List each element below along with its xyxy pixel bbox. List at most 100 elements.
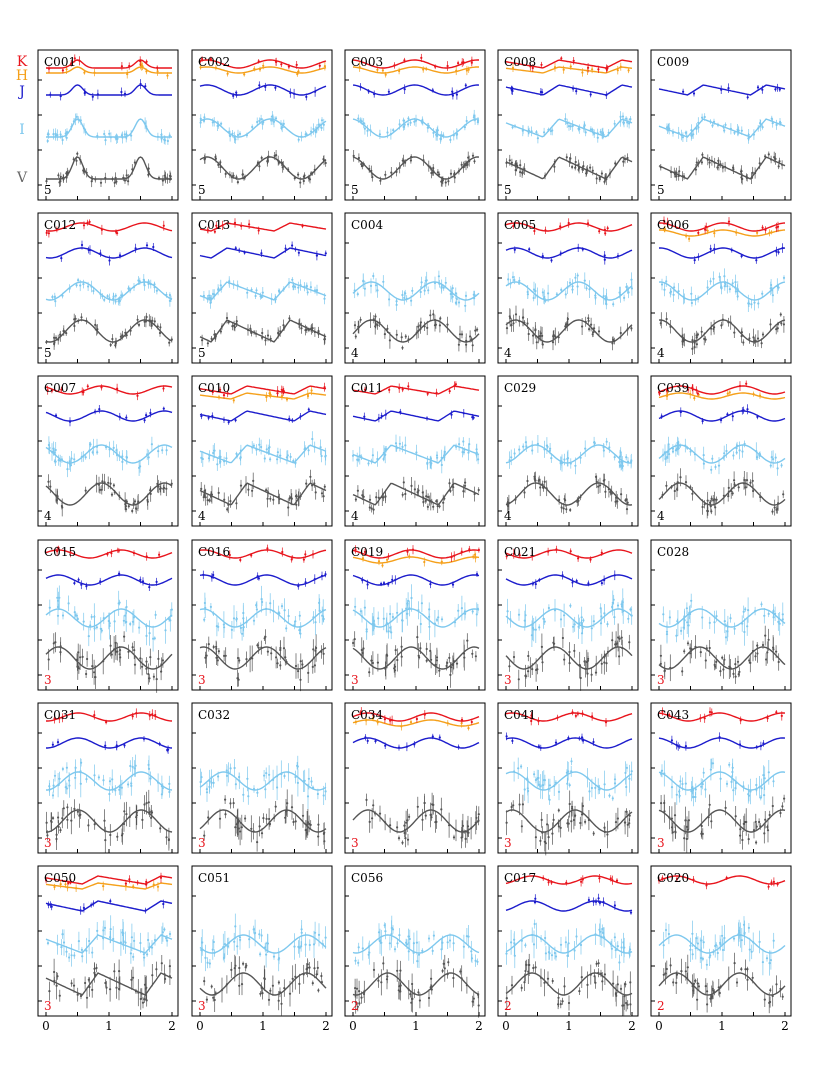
data-point-i xyxy=(665,280,668,283)
data-point-i xyxy=(298,614,301,617)
panel-title: C028 xyxy=(657,545,689,559)
data-point-v xyxy=(104,839,107,842)
data-point-v xyxy=(517,678,520,681)
data-point-i xyxy=(454,292,457,295)
data-point-v xyxy=(374,315,377,318)
data-point-v xyxy=(777,660,780,664)
panel-title: C021 xyxy=(504,545,536,559)
data-point-i xyxy=(458,443,461,446)
data-point-i xyxy=(623,296,626,299)
data-point-v xyxy=(100,488,103,491)
data-point-j xyxy=(234,419,237,422)
data-point-v xyxy=(541,343,544,346)
data-point-v xyxy=(720,324,723,327)
model-curve-i xyxy=(505,608,633,628)
data-point-v xyxy=(568,662,571,665)
data-point-v xyxy=(275,154,278,157)
data-point-v xyxy=(133,663,137,666)
data-point-i xyxy=(64,132,67,135)
data-point-j xyxy=(403,88,406,91)
data-point-v xyxy=(75,159,78,162)
data-point-v xyxy=(435,656,439,659)
data-point-j xyxy=(227,421,230,424)
model-curve-v xyxy=(199,646,327,670)
data-point-v xyxy=(214,157,217,160)
data-point-j xyxy=(91,95,94,98)
data-point-v xyxy=(93,671,96,674)
data-point-i xyxy=(723,452,726,455)
data-point-k xyxy=(354,548,357,551)
data-point-i xyxy=(260,445,263,449)
data-point-v xyxy=(622,160,625,163)
data-point-i xyxy=(102,779,105,782)
data-point-v xyxy=(275,656,278,659)
data-point-v xyxy=(438,505,441,508)
data-point-i xyxy=(682,626,685,629)
model-curve-i xyxy=(199,281,327,301)
data-point-i xyxy=(605,303,608,306)
data-point-v xyxy=(153,320,156,323)
panel-c004: C004 4 xyxy=(344,212,486,364)
data-point-k xyxy=(215,224,218,227)
model-curve-j xyxy=(352,84,480,96)
data-point-v xyxy=(425,659,428,662)
data-point-i xyxy=(720,286,723,289)
data-point-i xyxy=(363,606,366,609)
data-point-k xyxy=(233,221,237,224)
data-point-i xyxy=(680,629,683,633)
model-curve-k xyxy=(505,549,633,559)
panel-frame xyxy=(37,539,179,691)
data-point-h xyxy=(728,391,731,394)
data-point-v xyxy=(107,481,110,484)
data-point-i xyxy=(354,605,357,608)
panel-class-label: 4 xyxy=(504,509,512,523)
model-curve-j xyxy=(658,84,786,96)
data-point-v xyxy=(236,181,239,184)
data-point-v xyxy=(723,658,726,661)
data-point-i xyxy=(542,617,545,620)
data-point-v xyxy=(168,341,171,344)
data-point-h xyxy=(591,68,594,71)
model-curve-h xyxy=(505,66,633,74)
panel-frame xyxy=(650,49,792,201)
data-point-h xyxy=(310,389,313,392)
data-point-i xyxy=(305,285,308,288)
data-point-k xyxy=(567,221,570,225)
data-point-v xyxy=(307,671,310,675)
data-point-v xyxy=(362,647,365,650)
data-point-i xyxy=(443,450,446,453)
data-point-i xyxy=(616,604,620,607)
data-point-j xyxy=(571,581,574,584)
data-point-i xyxy=(584,447,587,450)
data-point-i xyxy=(780,464,783,467)
data-point-v xyxy=(514,162,517,165)
data-point-i xyxy=(291,278,294,281)
panel-title: C029 xyxy=(504,381,536,395)
panel-c011: C011 4 xyxy=(344,375,486,527)
data-point-k xyxy=(120,65,123,68)
data-point-i xyxy=(201,457,204,461)
data-point-v xyxy=(76,810,79,813)
data-point-i xyxy=(600,615,603,618)
data-point-i xyxy=(127,783,130,786)
data-point-j xyxy=(145,414,148,417)
data-point-i xyxy=(254,294,257,298)
data-point-v xyxy=(691,492,694,495)
data-point-i xyxy=(127,287,130,290)
data-point-i xyxy=(239,457,242,460)
panel-c001: C001 5 xyxy=(37,49,179,201)
data-point-v xyxy=(611,639,614,642)
data-point-v xyxy=(123,810,126,813)
data-point-v xyxy=(51,817,55,820)
data-point-v xyxy=(417,654,420,657)
data-point-v xyxy=(665,484,668,487)
data-point-k xyxy=(302,558,305,561)
data-point-v xyxy=(782,323,786,326)
data-point-v xyxy=(353,324,357,327)
data-point-i xyxy=(120,134,123,137)
data-point-v xyxy=(675,488,679,491)
panel-c016: C016 3 xyxy=(191,539,333,692)
data-point-i xyxy=(526,290,529,294)
data-point-v xyxy=(429,314,432,317)
data-point-v xyxy=(136,318,139,321)
